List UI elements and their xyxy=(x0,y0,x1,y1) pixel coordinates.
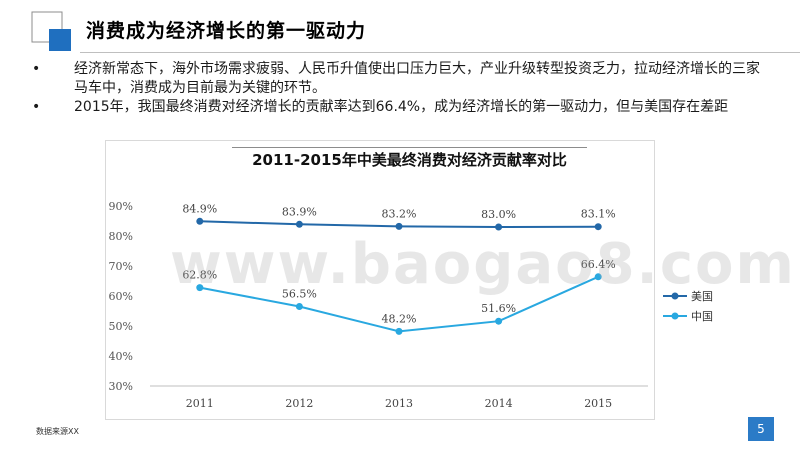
y-tick-label: 30% xyxy=(109,380,133,393)
x-tick-label: 2013 xyxy=(385,397,413,410)
data-point-us xyxy=(395,222,403,230)
data-label-us: 84.9% xyxy=(182,202,217,215)
y-tick-label: 60% xyxy=(109,290,133,303)
y-tick-label: 70% xyxy=(109,260,133,273)
x-tick-label: 2011 xyxy=(186,397,214,410)
legend-marker-cn xyxy=(671,312,679,320)
logo-mark xyxy=(31,11,71,51)
data-label-us: 83.0% xyxy=(481,208,516,221)
y-tick-label: 50% xyxy=(109,320,133,333)
header-divider xyxy=(80,52,800,53)
page-number: 5 xyxy=(748,417,774,441)
y-tick-label: 80% xyxy=(109,230,133,243)
bullet-list: • 经济新常态下，海外市场需求疲弱、人民币升值使出口压力巨大，产业升级转型投资乏… xyxy=(30,60,760,117)
data-point-us xyxy=(196,217,204,225)
x-tick-label: 2012 xyxy=(285,397,313,410)
data-label-us: 83.9% xyxy=(282,205,317,218)
legend-marker-us xyxy=(671,292,679,300)
bullet-item-2: • 2015年，我国最终消费对经济增长的贡献率达到66.4%，成为经济增长的第一… xyxy=(30,98,760,117)
data-label-us: 83.2% xyxy=(382,207,417,220)
source-note: 数据来源XX xyxy=(36,427,79,436)
logo-filled-square xyxy=(49,29,71,51)
data-label-cn: 62.8% xyxy=(182,269,217,282)
bullet-text: 2015年，我国最终消费对经济增长的贡献率达到66.4%，成为经济增长的第一驱动… xyxy=(74,99,729,115)
data-label-cn: 48.2% xyxy=(382,312,417,325)
bullet-marker: • xyxy=(32,61,41,77)
data-point-us xyxy=(495,223,503,231)
bullet-item-1: • 经济新常态下，海外市场需求疲弱、人民币升值使出口压力巨大，产业升级转型投资乏… xyxy=(30,60,760,98)
y-tick-label: 40% xyxy=(109,350,133,363)
data-point-cn xyxy=(495,317,503,325)
chart-frame xyxy=(105,140,655,420)
chart-title: 2011-2015年中美最终消费对经济贡献率对比 xyxy=(252,151,567,169)
data-label-cn: 51.6% xyxy=(481,302,516,315)
data-point-us xyxy=(295,220,303,228)
bullet-text: 经济新常态下，海外市场需求疲弱、人民币升值使出口压力巨大，产业升级转型投资乏力，… xyxy=(74,61,760,96)
data-label-us: 83.1% xyxy=(581,208,616,221)
data-label-cn: 56.5% xyxy=(282,288,317,301)
data-label-cn: 66.4% xyxy=(581,258,616,271)
bullet-marker: • xyxy=(32,99,41,115)
x-tick-label: 2015 xyxy=(584,397,612,410)
legend-label-cn: 中国 xyxy=(691,310,713,323)
data-point-cn xyxy=(295,303,303,310)
x-tick-label: 2014 xyxy=(485,397,513,410)
y-tick-label: 90% xyxy=(109,200,133,213)
data-point-cn xyxy=(594,273,602,281)
logo-outline-square xyxy=(31,11,63,43)
data-point-cn xyxy=(196,284,204,292)
data-point-us xyxy=(594,223,602,231)
page-title: 消费成为经济增长的第一驱动力 xyxy=(86,20,367,42)
legend-label-us: 美国 xyxy=(691,290,713,303)
data-point-cn xyxy=(395,327,403,335)
chart-title-divider xyxy=(232,147,587,148)
